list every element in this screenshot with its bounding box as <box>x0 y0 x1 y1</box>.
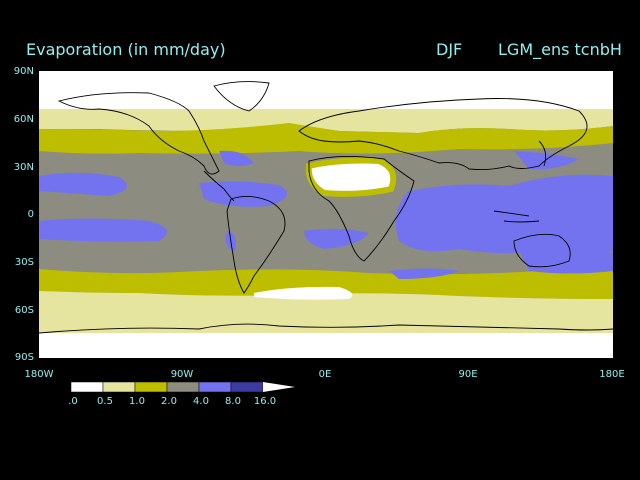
band-north-olive <box>39 123 613 154</box>
run-label: LGM_ens tcnbH <box>498 40 622 59</box>
lon-label-180e: 180E <box>599 369 625 380</box>
coast-central-america <box>203 170 235 202</box>
coast-north-america <box>57 92 220 175</box>
band-north-white <box>39 71 613 109</box>
colorbar-tick-0: .0 <box>68 396 78 407</box>
coast-australia <box>513 233 571 268</box>
colorbar-tick-3: 2.0 <box>161 396 177 407</box>
map-title: Evaporation (in mm/day) <box>26 40 226 59</box>
evaporation-map <box>39 71 613 358</box>
lat-label-90s: 90S <box>14 352 34 363</box>
lat-label-60n: 60N <box>13 114 34 125</box>
season-label: DJF <box>436 40 463 59</box>
lon-label-180w: 180W <box>24 369 54 380</box>
band-north-pale <box>39 109 613 133</box>
coastlines <box>39 81 613 334</box>
zone-kuroshio-blue <box>514 151 579 170</box>
zone-gulf-blue <box>219 150 254 166</box>
colorbar-tick-1: 0.5 <box>97 396 113 407</box>
coast-south-america <box>226 196 286 294</box>
zone-indian-south-blue <box>389 268 459 279</box>
colorbar-swatch-1 <box>102 381 136 393</box>
colorbar-swatch-0 <box>71 381 104 393</box>
lon-label-90w: 90W <box>170 369 194 380</box>
zone-spac-blue <box>519 248 613 274</box>
coast-africa <box>308 155 415 262</box>
colorbar-tick-4: 4.0 <box>193 396 209 407</box>
lon-label-0e: 0E <box>318 369 332 380</box>
colorbar-swatch-3 <box>166 381 200 393</box>
band-south-white <box>39 333 613 358</box>
lat-label-60s: 60S <box>14 305 34 316</box>
zone-atl-north-blue <box>199 181 287 207</box>
coast-greenland <box>213 81 270 112</box>
zone-epac-blue <box>39 218 167 242</box>
zone-sahara-white <box>308 160 394 194</box>
colorbar <box>71 381 295 393</box>
band-south-pale <box>39 291 613 343</box>
colorbar-arrow <box>263 382 295 392</box>
colorbar-tick-6: 16.0 <box>253 396 277 407</box>
colorbar-tick-2: 1.0 <box>129 396 145 407</box>
coast-antarctica <box>39 323 613 334</box>
colorbar-tick-5: 8.0 <box>225 396 241 407</box>
zone-sahara-rim <box>305 157 397 197</box>
coast-indonesia <box>493 210 540 223</box>
zone-south-white-patch <box>254 286 353 300</box>
coast-eurasia <box>298 98 588 171</box>
colorbar-swatch-2 <box>134 381 168 393</box>
colorbar-swatch-5 <box>230 381 264 393</box>
zone-satl-blue <box>304 228 369 249</box>
lat-label-30s: 30S <box>14 257 34 268</box>
lon-label-90e: 90E <box>458 369 478 380</box>
colorbar-swatch-4 <box>198 381 232 393</box>
coast-japan <box>538 140 547 167</box>
lat-label-0: 0 <box>27 209 34 220</box>
lat-label-30n: 30N <box>13 162 34 173</box>
zone-npac-blue <box>39 172 127 196</box>
band-south-olive <box>39 269 613 299</box>
lat-label-90n: 90N <box>13 66 34 77</box>
